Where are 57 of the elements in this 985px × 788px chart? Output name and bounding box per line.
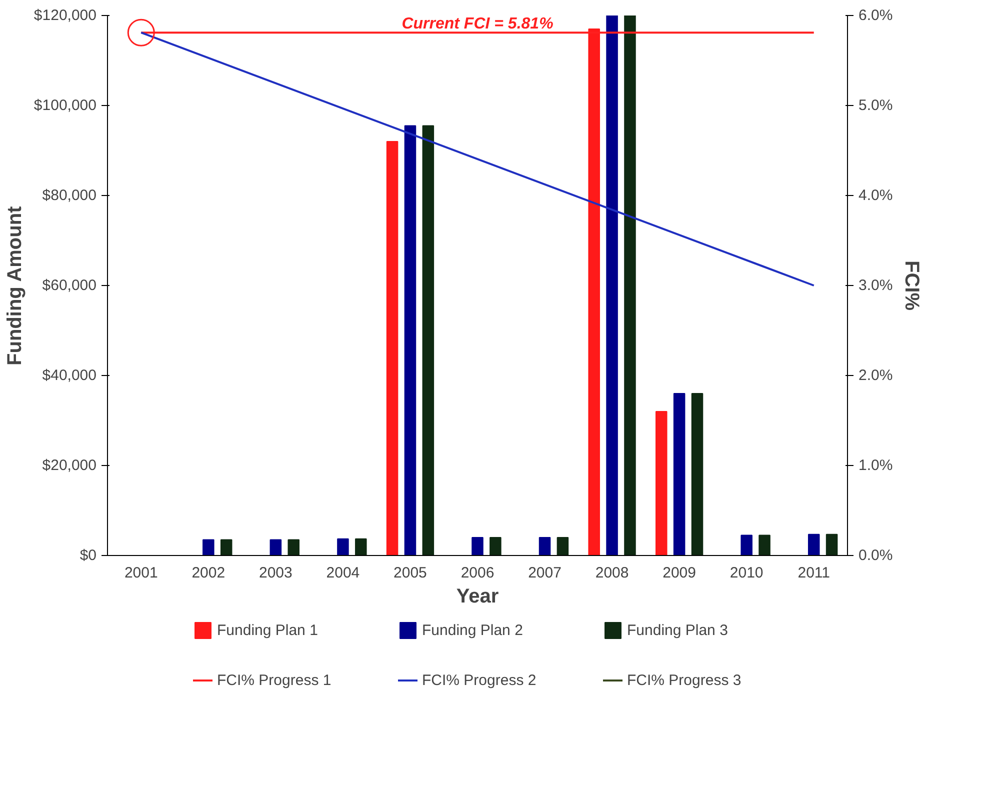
bar	[220, 539, 232, 556]
bar	[490, 537, 502, 556]
bar	[202, 539, 214, 556]
bar	[355, 538, 367, 556]
legend-label: FCI% Progress 1	[217, 672, 332, 688]
bar	[386, 141, 398, 556]
bar	[624, 16, 636, 556]
y2-tick-label: 4.0%	[858, 187, 893, 204]
bar	[655, 411, 668, 556]
x-tick-label: 2008	[595, 564, 629, 582]
x-tick-label: 2002	[192, 564, 226, 582]
bar	[472, 537, 484, 556]
y-tick-label: $20,000	[42, 457, 97, 474]
bar	[673, 393, 686, 556]
x-tick-label: 2003	[258, 564, 292, 582]
x-tick-label: 2010	[730, 564, 764, 582]
y2-tick-label: 2.0%	[858, 367, 893, 384]
bar	[758, 534, 770, 556]
x-axis-title: Year	[456, 586, 499, 608]
bar	[404, 125, 416, 556]
bar	[556, 537, 569, 556]
x-tick-label: 2007	[528, 564, 562, 582]
legend-label: Funding Plan 2	[422, 622, 524, 638]
y-tick-label: $40,000	[42, 367, 97, 384]
bar	[288, 539, 300, 556]
bar	[691, 393, 704, 556]
bar	[422, 125, 434, 556]
legend-label: FCI% Progress 2	[422, 672, 538, 688]
y-tick-label: $0	[80, 547, 97, 564]
x-tick-label: 2004	[326, 564, 360, 582]
y2-axis-title: FCI%	[900, 260, 923, 311]
bar	[826, 534, 838, 556]
annotation: Current FCI = 5.81%	[402, 16, 554, 32]
x-tick-label: 2011	[798, 564, 830, 582]
y2-tick-label: 0.0%	[858, 547, 893, 564]
legend-label: Funding Plan 3	[627, 622, 729, 638]
y2-tick-label: 5.0%	[858, 97, 893, 114]
x-tick-label: 2001	[124, 564, 158, 582]
y-tick-label: $80,000	[42, 187, 97, 204]
legend-label: FCI% Progress 3	[627, 672, 742, 688]
bar	[337, 538, 349, 556]
y-axis-title: Funding Amount	[4, 206, 26, 366]
x-tick-label: 2005	[394, 564, 427, 582]
bar	[270, 539, 282, 556]
bar	[808, 534, 820, 556]
y-tick-label: $100,000	[34, 97, 97, 114]
y2-tick-label: 6.0%	[858, 7, 893, 24]
y-tick-label: $120,000	[34, 7, 97, 24]
x-tick-label: 2009	[662, 564, 696, 582]
y-tick-label: $60,000	[42, 277, 97, 294]
legend-label: Funding Plan 1	[217, 622, 319, 638]
y2-tick-label: 1.0%	[858, 457, 893, 474]
bar	[538, 537, 551, 556]
bar	[606, 16, 618, 556]
bar	[740, 534, 752, 556]
x-tick-label: 2006	[460, 564, 494, 582]
y2-tick-label: 3.0%	[858, 277, 893, 294]
